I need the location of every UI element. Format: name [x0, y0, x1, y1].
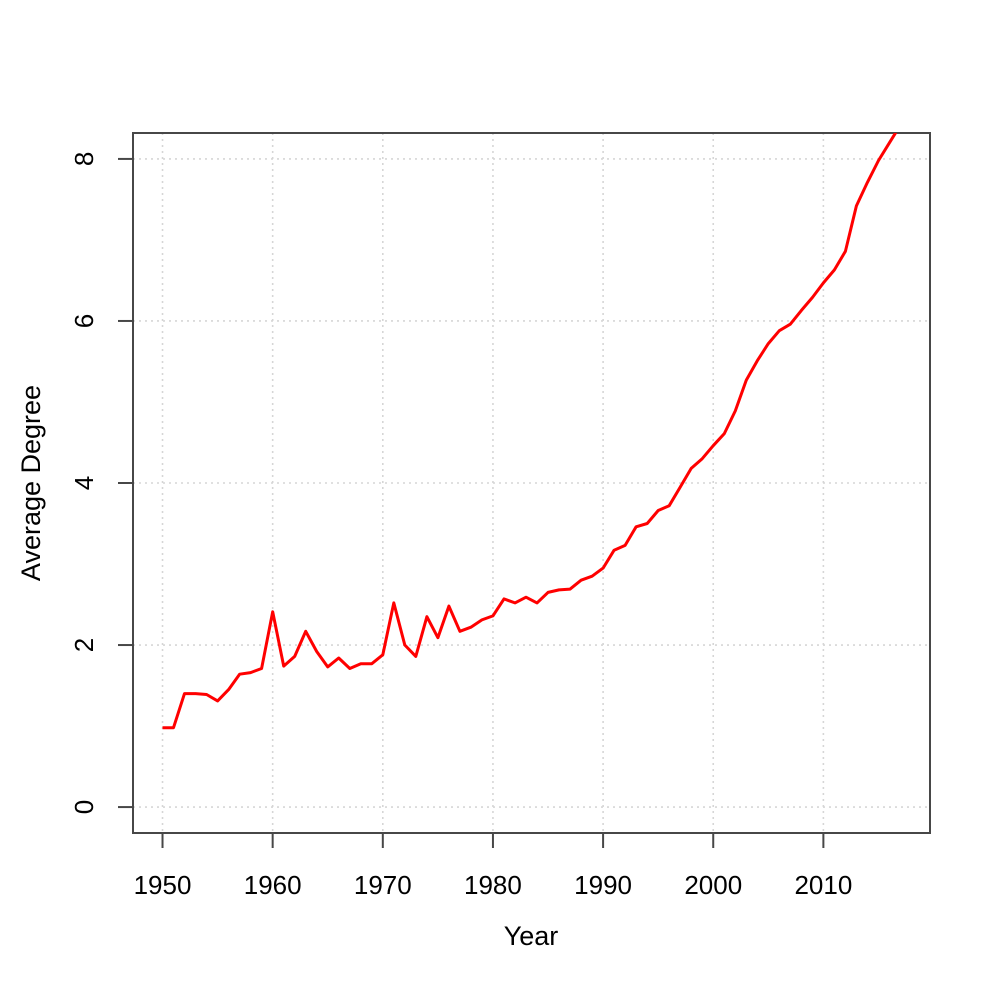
y-tick-label: 8 — [69, 152, 99, 166]
y-axis-title: Average Degree — [16, 385, 46, 581]
series-group — [162, 133, 898, 730]
y-tick-label: 4 — [69, 476, 99, 490]
y-tick-label: 0 — [69, 800, 99, 814]
gridlines — [133, 133, 930, 833]
x-tick-label: 1990 — [574, 870, 632, 900]
x-tick-label: 1960 — [244, 870, 302, 900]
plot-border — [132, 132, 931, 834]
average-degree-line — [162, 133, 898, 730]
x-tick-label: 1970 — [354, 870, 412, 900]
x-tick-label: 2010 — [794, 870, 852, 900]
axis-tick-labels: 1950 1960 1970 1980 1990 2000 2010 0 2 4 6 8 — [69, 152, 852, 900]
y-tick-label: 2 — [69, 638, 99, 652]
x-tick-label: 2000 — [684, 870, 742, 900]
x-tick-label: 1980 — [464, 870, 522, 900]
x-tick-label: 1950 — [134, 870, 192, 900]
y-tick-label: 6 — [69, 314, 99, 328]
x-axis-title: Year — [504, 921, 559, 951]
axis-tickmarks — [118, 157, 825, 848]
